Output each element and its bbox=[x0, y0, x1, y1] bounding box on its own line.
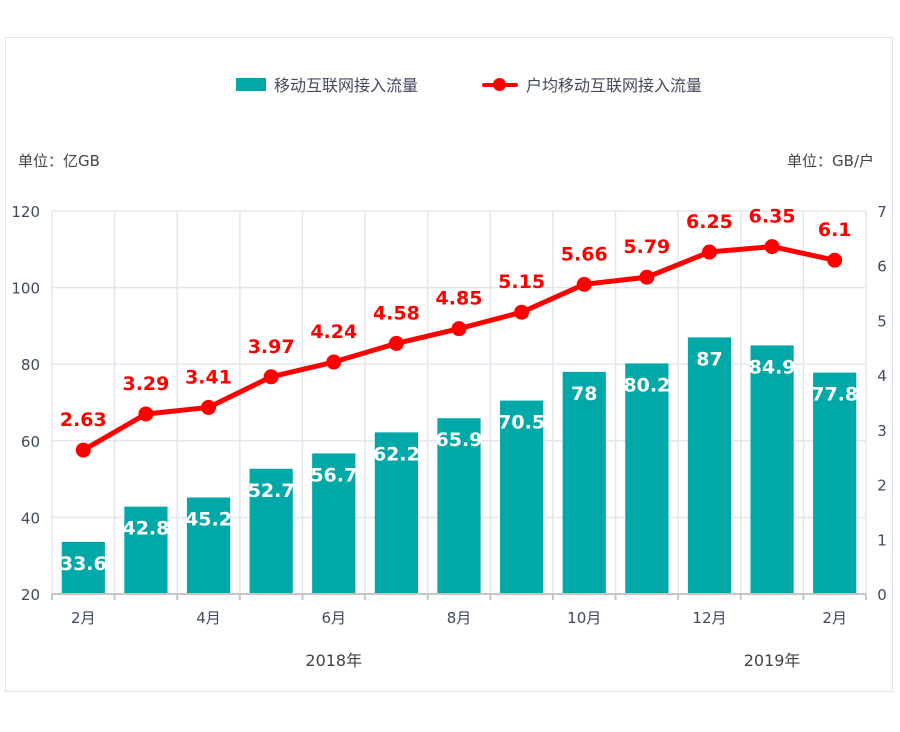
y-right-tick-label: 6 bbox=[877, 258, 887, 276]
y-right-tick-label: 1 bbox=[877, 531, 887, 549]
x-tick-label: 2月 bbox=[822, 609, 847, 627]
bar-value-label: 45.2 bbox=[185, 508, 232, 530]
x-tick-label: 6月 bbox=[321, 609, 346, 627]
bar-value-label: 62.2 bbox=[373, 443, 420, 465]
legend-item-bar[interactable]: 移动互联网接入流量 bbox=[236, 72, 418, 96]
axes: 20 40 60 80 100 120 0 1 2 3 4 5 6 7 2月 4月 6月 8月 10月 12月 2月 20… bbox=[11, 203, 886, 670]
line-marker bbox=[827, 252, 843, 268]
line-marker bbox=[639, 269, 655, 285]
y-left-tick-label: 40 bbox=[21, 509, 40, 527]
y-left-tick-label: 20 bbox=[21, 586, 40, 604]
bar-value-label: 78 bbox=[571, 383, 597, 405]
bar-value-label: 65.9 bbox=[436, 429, 483, 451]
bar-value-label: 87 bbox=[696, 348, 722, 370]
y-right-tick-label: 4 bbox=[877, 367, 887, 385]
legend-label-bar: 移动互联网接入流量 bbox=[274, 76, 419, 95]
line-marker bbox=[764, 239, 780, 255]
line-value-label: 6.35 bbox=[749, 206, 796, 228]
bar-value-label: 52.7 bbox=[248, 480, 295, 502]
line-value-label: 4.58 bbox=[373, 302, 420, 324]
x-tick-label: 8月 bbox=[447, 609, 472, 627]
line-marker-swatch-icon bbox=[482, 77, 518, 91]
line-value-label: 6.25 bbox=[686, 211, 733, 233]
line-marker bbox=[138, 406, 154, 422]
bar bbox=[437, 418, 481, 594]
line-marker bbox=[326, 354, 342, 370]
legend-item-line[interactable]: 户均移动互联网接入流量 bbox=[482, 72, 702, 96]
bar-value-label: 42.8 bbox=[122, 518, 169, 540]
bar bbox=[312, 453, 356, 594]
bar bbox=[813, 372, 857, 594]
y-right-tick-label: 0 bbox=[877, 586, 887, 604]
x-tick-label: 10月 bbox=[567, 609, 601, 627]
bar-value-label: 33.6 bbox=[60, 553, 107, 575]
line-marker bbox=[576, 276, 592, 292]
bar-value-label: 77.8 bbox=[811, 384, 858, 406]
line-marker bbox=[75, 442, 91, 458]
line-value-label: 3.29 bbox=[122, 373, 169, 395]
left-axis-unit: 单位：亿GB bbox=[18, 152, 100, 170]
bar bbox=[61, 541, 105, 594]
bar bbox=[562, 371, 606, 594]
line-marker bbox=[263, 369, 279, 385]
bar bbox=[124, 506, 168, 594]
y-left-tick-label: 80 bbox=[21, 356, 40, 374]
bar bbox=[186, 497, 231, 594]
line-value-label: 4.24 bbox=[310, 321, 357, 343]
data-labels: 33.6 42.8 45.2 52.7 56.7 62.2 65.9 70.5 78 80.2 87… bbox=[60, 206, 858, 575]
line-value-label: 2.63 bbox=[60, 409, 107, 431]
line-value-label: 3.97 bbox=[248, 336, 295, 358]
year-label: 2019年 bbox=[744, 651, 801, 670]
line-value-label: 6.1 bbox=[818, 219, 852, 241]
bar-value-label: 80.2 bbox=[623, 374, 670, 396]
chart-legend: 移动互联网接入流量 户均移动互联网接入流量 bbox=[0, 72, 900, 96]
line-marker bbox=[201, 399, 217, 415]
bar-series bbox=[61, 337, 857, 594]
bar bbox=[625, 363, 669, 594]
line-marker bbox=[451, 321, 467, 337]
line-marker bbox=[701, 244, 717, 260]
x-tick-label: 4月 bbox=[196, 609, 221, 627]
bar bbox=[249, 468, 293, 594]
line-value-label: 3.41 bbox=[185, 366, 232, 388]
bar-value-label: 56.7 bbox=[310, 464, 357, 486]
line-value-label: 5.15 bbox=[498, 271, 545, 293]
bar bbox=[687, 337, 732, 594]
line-value-label: 5.66 bbox=[561, 243, 608, 265]
x-tick-label: 2月 bbox=[71, 609, 96, 627]
bar-swatch-icon bbox=[236, 77, 266, 91]
legend-label-line: 户均移动互联网接入流量 bbox=[526, 76, 703, 95]
bar bbox=[500, 400, 544, 594]
y-right-tick-label: 5 bbox=[877, 312, 887, 330]
line-marker bbox=[514, 304, 530, 320]
line-marker bbox=[388, 335, 404, 351]
year-label: 2018年 bbox=[305, 651, 362, 670]
x-tick-label: 12月 bbox=[692, 609, 726, 627]
bar bbox=[750, 345, 794, 594]
y-left-tick-label: 100 bbox=[11, 280, 40, 298]
bar-value-label: 70.5 bbox=[498, 412, 545, 434]
y-left-tick-label: 60 bbox=[21, 433, 40, 451]
bar bbox=[374, 432, 418, 594]
line-value-label: 5.79 bbox=[623, 236, 670, 258]
y-right-tick-label: 2 bbox=[877, 477, 887, 495]
line-series bbox=[75, 239, 843, 458]
y-right-tick-label: 7 bbox=[877, 203, 887, 221]
line-value-label: 4.85 bbox=[436, 288, 483, 310]
bar-value-label: 84.9 bbox=[749, 356, 796, 378]
y-left-tick-label: 120 bbox=[11, 203, 40, 221]
y-right-tick-label: 3 bbox=[877, 422, 887, 440]
right-axis-unit: 单位：GB/户 bbox=[787, 152, 874, 170]
